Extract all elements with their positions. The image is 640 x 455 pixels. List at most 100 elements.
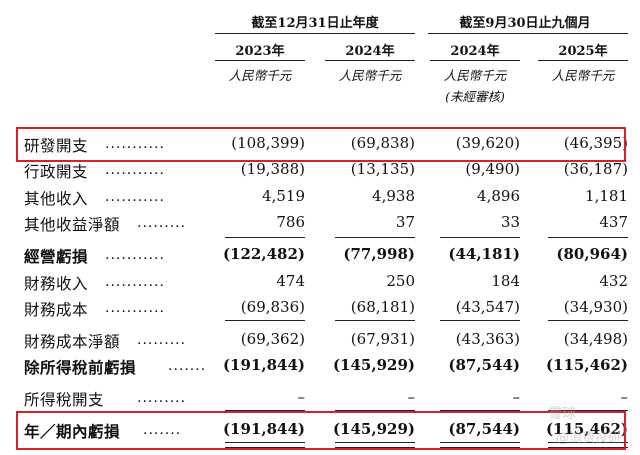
row-value: (145,929) [332,420,415,438]
row-value: 250 [386,272,415,290]
row-value: (46,395) [563,134,628,152]
row-value: (191,844) [222,356,305,374]
header-group-year: 截至12月31日止年度 [251,16,379,31]
row-label: 經營虧損 [24,247,89,266]
unaudited-note: (未經審核) [445,89,505,104]
row-value: (87,544) [448,420,520,438]
subtotal-rule-1 [225,237,305,238]
row-value: (68,181) [350,298,415,316]
total-double-rule-1 [225,442,305,448]
row-value: (69,838) [350,134,415,152]
table-row: 其他收益淨額......... 786 37 33 437 [0,213,640,235]
row-value: 184 [491,272,520,290]
table-row: 其他收入........... 4,519 4,938 4,896 1,181 [0,187,640,209]
year-col-4: 2025年 [558,44,608,59]
leader-dots: ....... [143,422,182,438]
table-row: 年／期內虧損....... (191,844) (145,929) (87,544) (… [0,420,640,442]
row-value: (122,482) [222,245,305,263]
row-value: (34,498) [563,330,628,348]
tax-rule-2 [335,410,415,411]
row-value: (67,931) [350,330,415,348]
year-rule-2 [325,60,415,61]
leader-dots: ......... [137,390,187,406]
table-row: 財務收入........... 474 250 184 432 [0,272,640,294]
leader-dots: ........... [105,247,165,263]
header-group-nine-months: 截至9月30日止九個月 [459,16,591,31]
row-value: 432 [599,272,628,290]
row-value: 4,519 [262,187,305,205]
row-label: 行政開支 [24,163,89,181]
row-value: (108,399) [231,134,305,152]
row-label: 年／期內虧損 [24,422,121,441]
subtotal-rule-4 [548,237,628,238]
year-rule-1 [215,60,305,61]
unit-col-3: 人民幣千元 [443,68,507,83]
row-value: – [620,388,629,406]
year-col-2: 2024年 [345,44,395,59]
row-value: 1,181 [585,187,628,205]
leader-dots: ......... [137,332,187,348]
row-value: (43,547) [455,298,520,316]
table-row: 行政開支........... (19,388) (13,135) (9,490) (3… [0,160,640,182]
row-value: (77,998) [343,245,415,263]
row-value: – [512,388,521,406]
unit-col-2: 人民幣千元 [338,68,402,83]
tax-rule-1 [225,410,305,411]
row-label: 財務收入 [24,275,89,293]
unit-col-1: 人民幣千元 [228,68,292,83]
finance-rule-1 [225,320,305,321]
tax-rule-3 [440,410,520,411]
finance-rule-4 [548,320,628,321]
leader-dots: ......... [137,215,187,231]
row-label: 所得稅開支 [24,391,105,409]
row-value: 33 [500,213,520,231]
header-rule-1 [215,33,415,34]
year-col-3: 2024年 [450,44,500,59]
table-row: 經營虧損........... (122,482) (77,998) (44,181)… [0,245,640,267]
row-value: (87,544) [448,356,520,374]
row-value: (39,620) [455,134,520,152]
subtotal-rule-2 [335,237,415,238]
table-row: 所得稅開支......... – – – – [0,388,640,410]
finance-rule-2 [335,320,415,321]
leader-dots: ........... [105,136,165,152]
header-rule-2 [428,33,628,34]
year-col-1: 2023年 [235,44,285,59]
row-value: (9,490) [465,160,520,178]
highlight-rd-expenses-row [16,127,626,162]
row-label: 其他收益淨額 [24,216,121,234]
row-label: 研發開支 [24,137,89,155]
leader-dots: ........... [105,300,165,316]
leader-dots: ........... [105,274,165,290]
row-value: (69,362) [240,330,305,348]
row-value: 474 [276,272,305,290]
total-double-rule-3 [440,442,520,448]
row-value: 437 [599,213,628,231]
leader-dots: ........... [105,162,165,178]
row-value: – [297,388,306,406]
row-value: (69,836) [240,298,305,316]
row-label: 財務成本 [24,301,89,319]
row-value: (19,388) [240,160,305,178]
row-value: (115,462) [545,420,628,438]
row-value: (36,187) [563,160,628,178]
total-double-rule-4 [548,442,628,448]
table-row: 研發開支........... (108,399) (69,838) (39,620)… [0,134,640,156]
tax-rule-4 [548,410,628,411]
watermark-logo: 雪球 [548,406,576,422]
table-row: 財務成本淨額......... (69,362) (67,931) (43,363) (… [0,330,640,352]
table-row: 除所得稅前虧損....... (191,844) (145,929) (87,544)… [0,356,640,378]
row-value: (13,135) [350,160,415,178]
leader-dots: ........... [105,189,165,205]
row-value: 4,938 [372,187,415,205]
row-value: (115,462) [545,356,628,374]
row-value: 37 [395,213,415,231]
total-double-rule-2 [335,442,415,448]
year-rule-3 [430,60,520,61]
row-label: 其他收入 [24,190,89,208]
subtotal-rule-3 [440,237,520,238]
leader-dots: ....... [168,358,207,374]
row-label: 除所得稅前虧損 [24,358,137,377]
row-value: (145,929) [332,356,415,374]
row-value: 4,896 [477,187,520,205]
